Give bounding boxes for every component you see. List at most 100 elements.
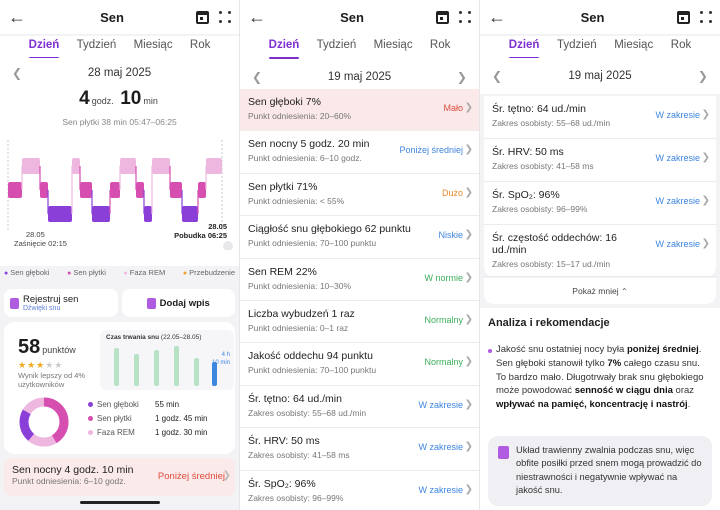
hypnogram-segment-rem (22, 158, 40, 174)
more-dots-icon[interactable] (219, 11, 231, 23)
duration-minutes-unit: min (143, 96, 158, 106)
breakdown-light-value: 1 godz. 45 min (155, 414, 208, 423)
back-arrow-icon[interactable]: ← (248, 6, 266, 27)
metric-title: Sen płytki 71% (248, 180, 318, 193)
hypnogram-transition (47, 190, 49, 214)
metric-row[interactable]: Śr. tętno: 64 ud./min Zakres osobisty: 55… (240, 386, 479, 429)
show-less-label: Pokaż mniej (572, 286, 619, 296)
hypnogram-transition (197, 190, 199, 214)
tip-text: Układ trawienny zwalnia podczas snu, wię… (516, 445, 702, 496)
chevron-right-icon: ❯ (464, 271, 473, 283)
metric-row[interactable]: Jakość oddechu 94 punktu Punkt odniesieni… (240, 343, 479, 386)
metric-status: W zakresie (655, 110, 700, 120)
mini-bar-5 (194, 358, 199, 386)
tab-week[interactable]: Tydzień (76, 39, 117, 51)
analysis-text-5: . (687, 399, 691, 411)
metric-status: Normalny (424, 314, 463, 325)
metric-row[interactable]: Śr. HRV: 50 ms Zakres osobisty: 41–58 ms W… (484, 139, 716, 182)
metric-title: Śr. SpO₂: 96% (248, 477, 316, 490)
metric-reference: Zakres osobisty: 96–99% (492, 204, 588, 214)
analysis-paragraph: Jakość snu ostatniej nocy była poniżej ś… (496, 343, 712, 412)
duration-hours: 4 (79, 88, 90, 109)
analysis-text-1: Jakość snu ostatniej nocy była (496, 344, 627, 355)
tab-year[interactable]: Rok (670, 39, 692, 51)
metric-title: Sen REM 22% (248, 265, 317, 278)
calendar-icon[interactable] (196, 10, 209, 24)
analysis-title: Analiza i rekomendacje (488, 317, 610, 329)
metric-reference: Punkt odniesienia: 20–60% (248, 111, 352, 121)
analysis-text-2: . Sen głęboki stanowił tylko (496, 344, 702, 369)
metric-row[interactable]: Śr. SpO₂: 96% Zakres osobisty: 96–99% W za… (484, 182, 716, 225)
add-entry-button[interactable]: Dodaj wpis (121, 289, 235, 317)
duration-mini-chart[interactable]: Czas trwania snu (22.05–28.05) 4 h 10 min (100, 330, 234, 390)
metric-row[interactable]: Sen płytki 71% Punkt odniesienia: < 55% Du… (240, 174, 479, 217)
tab-day[interactable]: Dzień (268, 36, 299, 59)
metric-row[interactable]: Sen nocny 5 godz. 20 min Punkt odniesieni… (240, 131, 479, 174)
date-nav: ❮ 28 maj 2025 ❯ (0, 64, 239, 82)
score-card[interactable]: 58 punktów ★★★★★ Wynik lepszy od 4% użytk… (4, 322, 235, 454)
metric-status: Mało (443, 103, 463, 113)
sleep-duration: 4 godz. 10 min (0, 88, 239, 110)
legend-deep: Sen głęboki (4, 268, 49, 277)
record-sleep-button[interactable]: Rejestruj sen Dźwięki snu (4, 289, 118, 317)
hypnogram-bars (8, 158, 222, 222)
metric-row[interactable]: Sen głęboki 7% Punkt odniesienia: 20–60% M… (240, 89, 479, 132)
next-day-chevron-icon[interactable]: ❯ (697, 69, 708, 83)
tab-day[interactable]: Dzień (28, 36, 59, 59)
metric-reference: Zakres osobisty: 55–68 ud./min (248, 407, 367, 418)
top-bar: ← Sen (480, 0, 720, 34)
tab-month[interactable]: Miesiąc (373, 39, 413, 51)
mini-chart-title: Czas trwania snu (106, 334, 160, 341)
prev-day-chevron-icon[interactable]: ❮ (252, 70, 263, 84)
metric-row[interactable]: Śr. SpO₂: 96% Zakres osobisty: 96–99% W za… (240, 471, 479, 510)
record-icon (10, 297, 19, 309)
metric-row[interactable]: Ciągłość snu głębokiego 62 punktu Punkt o… (240, 216, 479, 259)
tab-month[interactable]: Miesiąc (133, 39, 173, 51)
more-dots-icon[interactable] (459, 11, 471, 23)
hypnogram-segment-light (80, 182, 92, 198)
breakdown-deep-value: 55 min (155, 400, 180, 409)
tip-card: Układ trawienny zwalnia podczas snu, wię… (488, 436, 712, 506)
night-sleep-row[interactable]: Sen nocny 4 godz. 10 min Punkt odniesien… (4, 458, 235, 496)
tab-year[interactable]: Rok (429, 39, 451, 51)
metrics-list-continued: Śr. tętno: 64 ud./min Zakres osobisty: 55… (484, 96, 716, 277)
hypnogram-chart[interactable] (0, 130, 240, 250)
top-bar: ← Sen (0, 0, 239, 34)
calendar-icon[interactable] (436, 10, 449, 24)
chevron-right-icon: ❯ (464, 102, 473, 113)
more-dots-icon[interactable] (700, 11, 712, 23)
back-arrow-icon[interactable]: ← (488, 6, 506, 27)
metric-reference: Punkt odniesienia: 0–1 raz (248, 322, 349, 333)
tab-day[interactable]: Dzień (508, 36, 539, 59)
breakdown-row-light: Sen płytki 1 godz. 45 min (88, 414, 238, 423)
analysis-bold-3: senność w ciągu dnia (574, 385, 673, 397)
prev-day-chevron-icon[interactable]: ❮ (12, 66, 23, 80)
tab-week[interactable]: Tydzień (557, 39, 597, 51)
screen-title: Sen (580, 9, 605, 25)
metric-row[interactable]: Liczba wybudzeń 1 raz Punkt odniesienia: … (240, 301, 479, 344)
back-arrow-icon[interactable]: ← (8, 6, 26, 27)
metric-row[interactable]: Śr. HRV: 50 ms Zakres osobisty: 41–58 ms W… (240, 428, 479, 471)
calendar-icon[interactable] (677, 10, 690, 24)
analysis-text-4: oraz (672, 385, 695, 397)
period-tabs: Dzień Tydzień Miesiąc Rok (240, 36, 479, 59)
metric-title: Liczba wybudzeń 1 raz (248, 307, 355, 320)
tab-year[interactable]: Rok (189, 39, 211, 51)
analysis-bold-1: poniżej średniej (626, 344, 699, 355)
next-day-chevron-icon[interactable]: ❯ (456, 70, 467, 84)
sleep-stage-legend: Sen głęboki Sen płytki Faza REM Przebudz… (4, 268, 235, 277)
metric-status: W zakresie (655, 239, 700, 249)
metric-row[interactable]: Sen REM 22% Punkt odniesienia: 10–30% W no… (240, 259, 479, 301)
end-date: 28.05 (208, 222, 227, 231)
breakdown-deep-name: Sen głęboki (97, 400, 139, 409)
breakdown-light-name: Sen płytki (97, 414, 132, 423)
show-less-button[interactable]: Pokaż mniej ⌃ (484, 278, 716, 304)
metric-status: W zakresie (418, 399, 463, 410)
metric-row[interactable]: Śr. tętno: 64 ud./min Zakres osobisty: 55… (484, 96, 716, 139)
hypnogram-transition (91, 190, 93, 214)
hypnogram-end: 28.05 Pobudka 06:25 (174, 222, 227, 240)
tab-week[interactable]: Tydzień (316, 39, 357, 51)
tab-month[interactable]: Miesiąc (614, 39, 654, 51)
metric-row[interactable]: Śr. częstość oddechów: 16 ud./min Zakres … (484, 225, 716, 277)
prev-day-chevron-icon[interactable]: ❮ (492, 69, 503, 83)
